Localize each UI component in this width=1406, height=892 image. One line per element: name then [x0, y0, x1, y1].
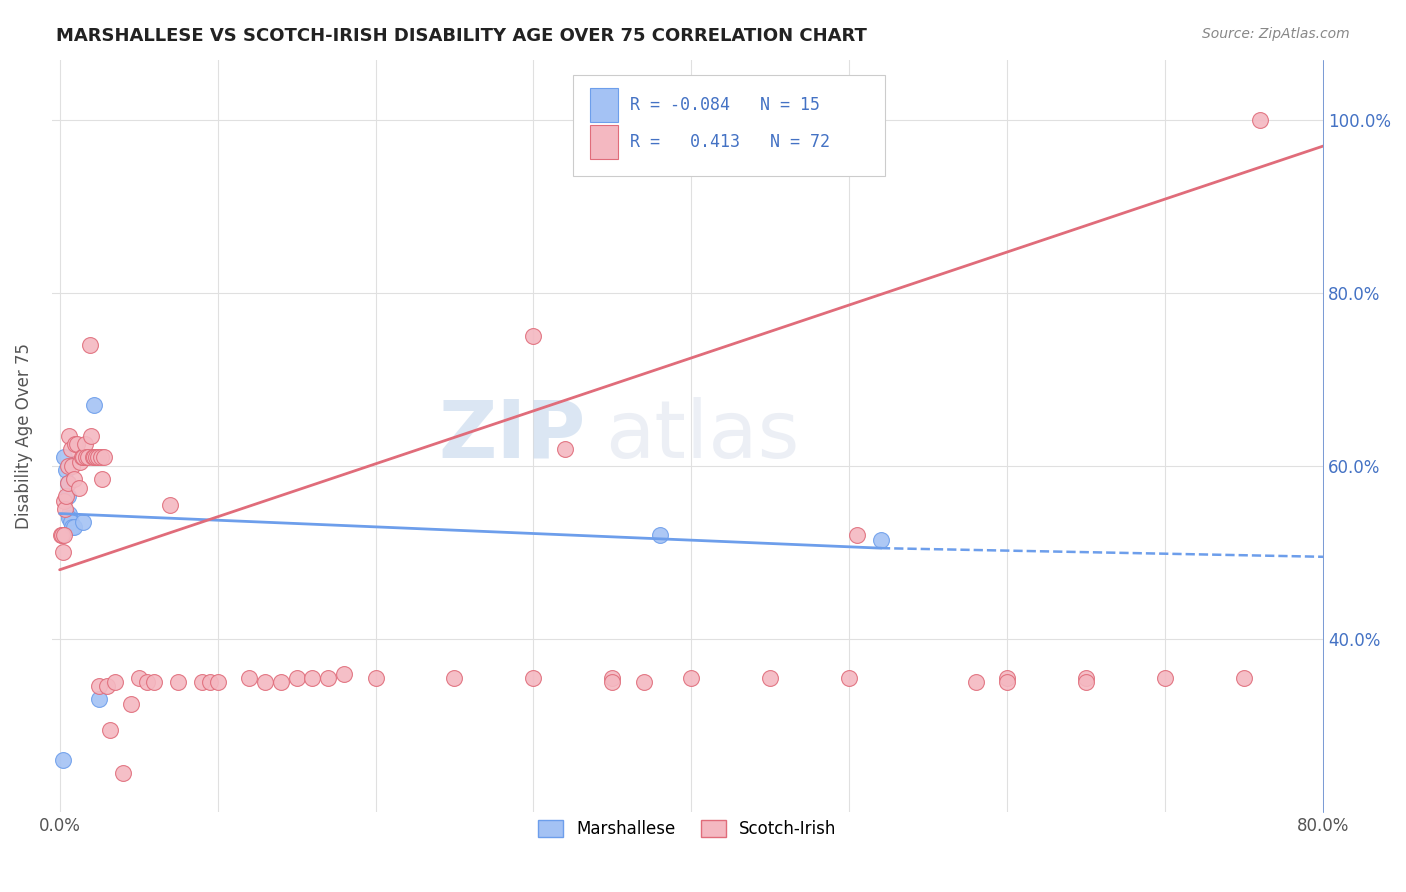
Point [633, 675, 655, 690]
Point [84, 450, 107, 465]
Point [83, 450, 105, 465]
Point [63, 519, 86, 533]
FancyBboxPatch shape [574, 75, 884, 177]
Point [59, 442, 82, 456]
Point [198, 675, 221, 690]
Point [91, 472, 114, 486]
Point [364, 671, 387, 685]
Point [98, 723, 121, 737]
Text: R =   0.413   N = 72: R = 0.413 N = 72 [630, 133, 830, 152]
Point [965, 675, 987, 690]
Point [53, 502, 76, 516]
Point [143, 675, 166, 690]
Point [63, 472, 86, 486]
Point [838, 671, 860, 685]
Point [316, 671, 339, 685]
Point [67, 481, 90, 495]
Point [51, 528, 73, 542]
Point [846, 528, 869, 542]
Point [52, 753, 75, 767]
Point [77, 450, 100, 465]
Point [191, 675, 214, 690]
Point [995, 675, 1018, 690]
Point [167, 675, 190, 690]
Point [52, 545, 75, 559]
Point [58, 507, 80, 521]
Point [104, 675, 127, 690]
Point [56, 489, 79, 503]
Point [1076, 671, 1098, 685]
Point [80, 428, 103, 442]
Point [69, 455, 91, 469]
Point [89, 680, 111, 694]
Point [96, 680, 118, 694]
Point [602, 675, 624, 690]
Point [53, 450, 76, 465]
Point [135, 675, 157, 690]
Point [554, 442, 576, 456]
Point [55, 489, 77, 503]
Point [522, 329, 544, 343]
Text: MARSHALLESE VS SCOTCH-IRISH DISABILITY AGE OVER 75 CORRELATION CHART: MARSHALLESE VS SCOTCH-IRISH DISABILITY A… [56, 27, 868, 45]
Text: R = -0.084   N = 15: R = -0.084 N = 15 [630, 95, 820, 114]
Text: Source: ZipAtlas.com: Source: ZipAtlas.com [1202, 27, 1350, 41]
Point [253, 675, 276, 690]
Point [60, 458, 83, 473]
Point [79, 338, 101, 352]
Point [83, 399, 105, 413]
Point [111, 766, 134, 780]
Point [759, 671, 782, 685]
Point [681, 671, 703, 685]
Point [648, 528, 671, 542]
Point [207, 675, 229, 690]
Bar [589, 126, 617, 160]
Point [1154, 671, 1177, 685]
Legend: Marshallese, Scotch-Irish: Marshallese, Scotch-Irish [531, 814, 844, 845]
Point [270, 675, 292, 690]
Text: atlas: atlas [605, 397, 799, 475]
Y-axis label: Disability Age Over 75: Disability Age Over 75 [15, 343, 32, 529]
Point [333, 666, 356, 681]
Point [238, 671, 260, 685]
Point [59, 515, 82, 529]
Point [870, 533, 893, 547]
Point [53, 493, 76, 508]
Point [73, 437, 96, 451]
Text: ZIP: ZIP [439, 397, 586, 475]
Point [58, 476, 80, 491]
Point [58, 428, 80, 442]
Point [70, 450, 93, 465]
Point [1233, 671, 1256, 685]
Point [995, 671, 1018, 685]
Point [301, 671, 323, 685]
Point [90, 450, 112, 465]
Point [443, 671, 465, 685]
Point [522, 671, 544, 685]
Point [93, 450, 115, 465]
Point [56, 458, 79, 473]
Bar [589, 87, 617, 121]
Point [52, 528, 75, 542]
Point [86, 450, 108, 465]
Point [128, 671, 150, 685]
Point [66, 437, 89, 451]
Point [1249, 113, 1271, 128]
Point [76, 450, 98, 465]
Point [89, 692, 111, 706]
Point [51, 528, 73, 542]
Point [58, 511, 80, 525]
Point [65, 437, 87, 451]
Point [72, 515, 94, 529]
Point [82, 450, 104, 465]
Point [285, 671, 308, 685]
Point [60, 519, 83, 533]
Point [159, 498, 181, 512]
Point [56, 476, 79, 491]
Point [120, 697, 142, 711]
Point [72, 450, 94, 465]
Point [602, 671, 624, 685]
Point [1076, 675, 1098, 690]
Point [55, 463, 77, 477]
